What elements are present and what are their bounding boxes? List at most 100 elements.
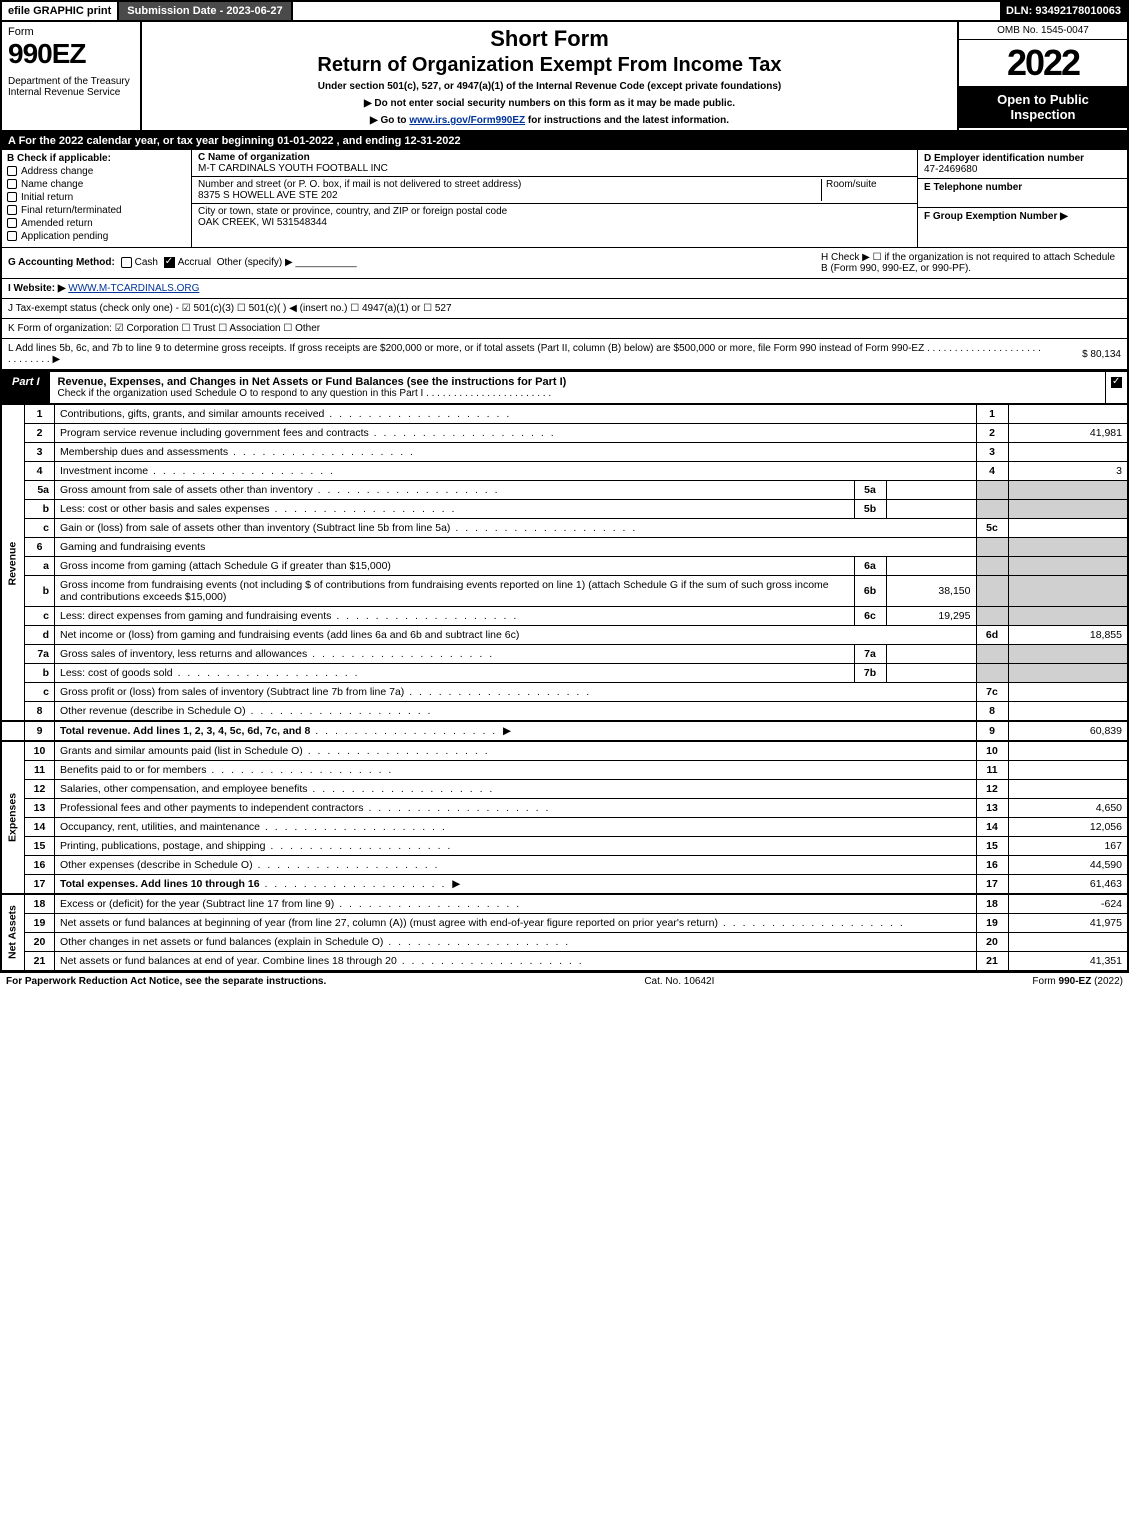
line-3-amount [1008,443,1128,462]
mini-6a-val [886,557,976,576]
part1-checkbox[interactable] [1105,372,1127,403]
note-ssn: ▶ Do not enter social security numbers o… [150,98,949,109]
chk-cash[interactable] [121,257,132,268]
line-5c-id: 5c [976,519,1008,538]
opt-initial: Initial return [21,192,73,203]
mini-6b-val: 38,150 [886,576,976,607]
line-7b-desc: Less: cost of goods sold [55,664,855,683]
row-j: J Tax-exempt status (check only one) - ☑… [0,299,1129,319]
line-1-num: 1 [25,405,55,424]
sidelabel-expenses: Expenses [1,741,25,894]
line-20-desc: Other changes in net assets or fund bala… [55,933,977,952]
chk-app-pending[interactable] [7,231,17,241]
chk-final-return[interactable] [7,205,17,215]
line-6c-desc: Less: direct expenses from gaming and fu… [55,607,855,626]
line-17-id: 17 [976,875,1008,895]
line-16-id: 16 [976,856,1008,875]
line-2-desc: Program service revenue including govern… [55,424,977,443]
line-11-id: 11 [976,761,1008,780]
mini-5b: 5b [854,500,886,519]
line-8-desc: Other revenue (describe in Schedule O) [55,702,977,722]
part1-header: Part I Revenue, Expenses, and Changes in… [0,371,1129,404]
line-15-id: 15 [976,837,1008,856]
column-b: B Check if applicable: Address change Na… [2,150,192,247]
city-label: City or town, state or province, country… [198,206,507,217]
goto-post: for instructions and the latest informat… [525,115,729,126]
line-15-amount: 167 [1008,837,1128,856]
line-1-id: 1 [976,405,1008,424]
line-19-id: 19 [976,914,1008,933]
line-2-amount: 41,981 [1008,424,1128,443]
line-18-amount: -624 [1008,894,1128,914]
line-3-desc: Membership dues and assessments [55,443,977,462]
short-form-title: Short Form [150,26,949,52]
irs-link[interactable]: www.irs.gov/Form990EZ [409,115,525,126]
line-5b-desc: Less: cost or other basis and sales expe… [55,500,855,519]
line-1-desc: Contributions, gifts, grants, and simila… [55,405,977,424]
line-4-amount: 3 [1008,462,1128,481]
line-6d-id: 6d [976,626,1008,645]
chk-initial-return[interactable] [7,192,17,202]
omb-number: OMB No. 1545-0047 [959,22,1127,40]
line-20-id: 20 [976,933,1008,952]
goto-pre: ▶ Go to [370,115,409,126]
note-goto: ▶ Go to www.irs.gov/Form990EZ for instru… [150,115,949,126]
dln-label: DLN: 93492178010063 [1000,2,1127,20]
line-16-amount: 44,590 [1008,856,1128,875]
chk-address-change[interactable] [7,166,17,176]
line-5c-desc: Gain or (loss) from sale of assets other… [55,519,977,538]
line-7a-desc: Gross sales of inventory, less returns a… [55,645,855,664]
mini-5b-val [886,500,976,519]
line-13-amount: 4,650 [1008,799,1128,818]
form-header: Form 990EZ Department of the Treasury In… [0,22,1129,132]
opt-cash: Cash [135,258,158,269]
footer-right: Form 990-EZ (2022) [1032,976,1123,987]
chk-accrual[interactable] [164,257,175,268]
opt-final: Final return/terminated [21,205,122,216]
under-section: Under section 501(c), 527, or 4947(a)(1)… [150,81,949,92]
submission-date: Submission Date - 2023-06-27 [119,2,292,20]
line-6d-desc: Net income or (loss) from gaming and fun… [55,626,977,645]
line-12-id: 12 [976,780,1008,799]
line-9-id: 9 [976,721,1008,741]
street-label: Number and street (or P. O. box, if mail… [198,179,521,190]
line-12-desc: Salaries, other compensation, and employ… [55,780,977,799]
efile-label[interactable]: efile GRAPHIC print [2,2,119,20]
sidelabel-revenue: Revenue [1,405,25,722]
line-18-id: 18 [976,894,1008,914]
line-3-id: 3 [976,443,1008,462]
part1-title: Revenue, Expenses, and Changes in Net As… [50,372,1105,403]
line-6b-desc: Gross income from fundraising events (no… [55,576,855,607]
line-9-desc: Total revenue. Add lines 1, 2, 3, 4, 5c,… [55,721,977,741]
line-18-desc: Excess or (deficit) for the year (Subtra… [55,894,977,914]
form-number: 990EZ [8,38,134,70]
line-7c-id: 7c [976,683,1008,702]
column-c: C Name of organization M-T CARDINALS YOU… [192,150,917,247]
mini-6c: 6c [854,607,886,626]
line-21-desc: Net assets or fund balances at end of ye… [55,952,977,972]
f-group-label: F Group Exemption Number ▶ [924,211,1068,222]
website-link[interactable]: WWW.M-TCARDINALS.ORG [68,283,199,294]
row-g-h: G Accounting Method: Cash Accrual Other … [0,248,1129,279]
line-12-amount [1008,780,1128,799]
part1-tab: Part I [2,372,50,403]
mini-5a: 5a [854,481,886,500]
mini-7a-val [886,645,976,664]
col-b-header: B Check if applicable: [7,153,186,164]
section-a-bar: A For the 2022 calendar year, or tax yea… [0,132,1129,150]
k-text: K Form of organization: ☑ Corporation ☐ … [8,323,1121,334]
line-11-amount [1008,761,1128,780]
chk-name-change[interactable] [7,179,17,189]
header-left: Form 990EZ Department of the Treasury In… [2,22,142,130]
line-19-desc: Net assets or fund balances at beginning… [55,914,977,933]
line-11-desc: Benefits paid to or for members [55,761,977,780]
line-14-desc: Occupancy, rent, utilities, and maintena… [55,818,977,837]
line-14-amount: 12,056 [1008,818,1128,837]
opt-name: Name change [21,179,83,190]
d-ein-label: D Employer identification number [924,153,1084,164]
tax-year: 2022 [959,40,1127,86]
row-k: K Form of organization: ☑ Corporation ☐ … [0,319,1129,339]
line-8-id: 8 [976,702,1008,722]
chk-amended[interactable] [7,218,17,228]
line-5a-desc: Gross amount from sale of assets other t… [55,481,855,500]
